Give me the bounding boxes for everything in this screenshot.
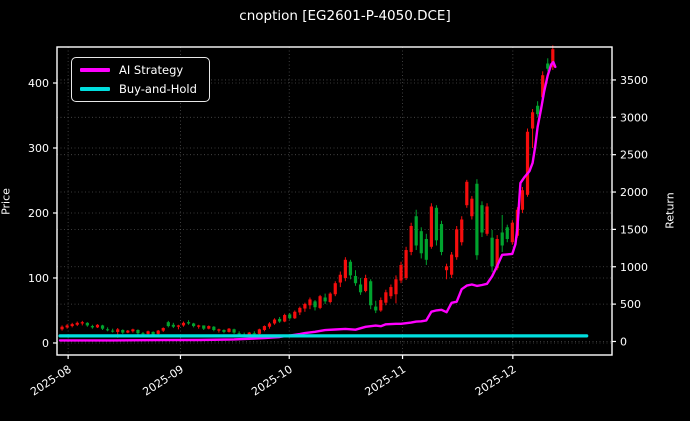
svg-text:1500: 1500 <box>620 223 648 236</box>
svg-text:0: 0 <box>620 335 627 348</box>
svg-text:2025-10: 2025-10 <box>249 363 295 399</box>
legend-label: AI Strategy <box>119 63 184 77</box>
svg-text:3500: 3500 <box>620 74 648 87</box>
legend-label: Buy-and-Hold <box>119 82 197 96</box>
y-axis-label-price: Price <box>0 188 13 215</box>
svg-text:3000: 3000 <box>620 111 648 124</box>
svg-text:0: 0 <box>42 337 49 350</box>
candlestick-series <box>60 45 555 338</box>
svg-text:2025-11: 2025-11 <box>363 363 409 399</box>
svg-text:200: 200 <box>28 207 49 220</box>
svg-text:2025-09: 2025-09 <box>140 363 186 399</box>
buy-and-hold-line-icon <box>80 87 110 91</box>
svg-text:2025-08: 2025-08 <box>28 363 74 399</box>
legend-item: AI Strategy <box>80 63 197 77</box>
axes-spines <box>56 46 613 356</box>
svg-text:500: 500 <box>620 298 641 311</box>
ai-strategy-line <box>58 60 557 342</box>
y-axis-label-return: Return <box>663 192 677 229</box>
legend-item: Buy-and-Hold <box>80 82 197 96</box>
svg-text:100: 100 <box>28 272 49 285</box>
axis-ticks: 0 100 200 300 400 0 500 1000 1500 2000 2500 3000 350… <box>28 74 648 399</box>
gridlines <box>57 47 612 355</box>
svg-text:300: 300 <box>28 142 49 155</box>
svg-text:1000: 1000 <box>620 261 648 274</box>
svg-text:2500: 2500 <box>620 149 648 162</box>
svg-text:2000: 2000 <box>620 186 648 199</box>
legend: AI Strategy Buy-and-Hold <box>71 57 210 102</box>
ai-strategy-line-icon <box>80 68 110 72</box>
chart-title: cnoption [EG2601-P-4050.DCE] <box>239 8 451 24</box>
svg-text:2025-12: 2025-12 <box>473 363 519 399</box>
svg-text:400: 400 <box>28 77 49 90</box>
